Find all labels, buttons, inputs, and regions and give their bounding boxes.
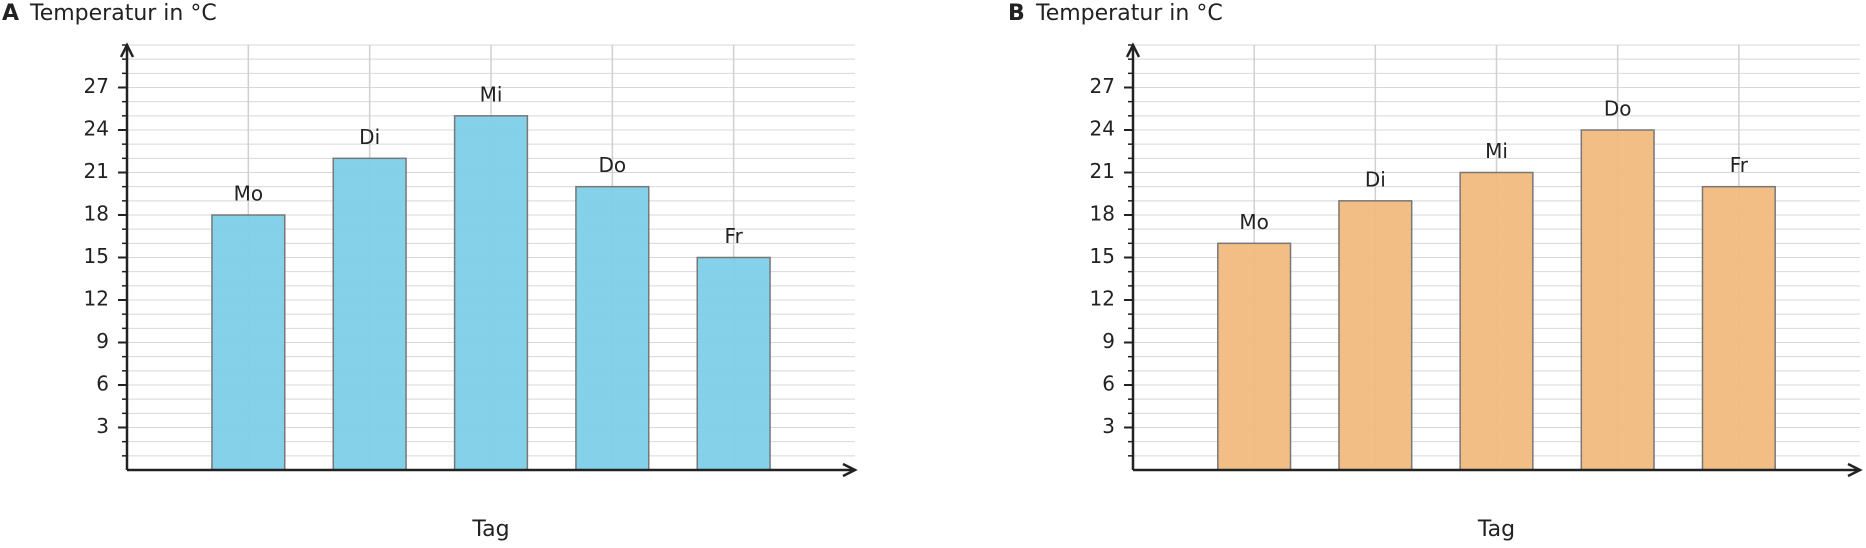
y-tick-label: 15 bbox=[84, 244, 109, 268]
y-tick-label: 6 bbox=[1102, 372, 1115, 396]
y-tick-label: 9 bbox=[96, 329, 109, 353]
y-tick-label: 21 bbox=[84, 159, 109, 183]
y-tick-label: 12 bbox=[84, 287, 109, 311]
bar bbox=[1580, 129, 1655, 471]
bar-label: Di bbox=[1365, 167, 1386, 191]
x-axis-arrow bbox=[1847, 462, 1863, 478]
x-axis-label: Tag bbox=[471, 517, 509, 542]
bar bbox=[575, 185, 650, 471]
y-tick-label: 3 bbox=[1102, 414, 1115, 438]
y-tick-label: 21 bbox=[1090, 159, 1115, 183]
bar-label: Mi bbox=[480, 82, 503, 106]
x-axis-label: Tag bbox=[1477, 517, 1515, 542]
y-axis-arrow bbox=[119, 42, 135, 58]
panel-label: B bbox=[1008, 1, 1025, 26]
bar-label: Do bbox=[599, 153, 627, 177]
bar bbox=[332, 157, 407, 471]
bar bbox=[1459, 171, 1534, 471]
bar-label: Mo bbox=[1239, 210, 1269, 234]
y-tick-label: 24 bbox=[84, 117, 109, 141]
y-tick-label: 6 bbox=[96, 372, 109, 396]
x-axis-arrow bbox=[842, 462, 858, 478]
y-tick-label: 18 bbox=[84, 202, 109, 226]
bar-label: Fr bbox=[1730, 153, 1749, 177]
y-tick-label: 24 bbox=[1090, 117, 1115, 141]
y-tick-label: 15 bbox=[1090, 244, 1115, 268]
y-tick-label: 18 bbox=[1090, 202, 1115, 226]
y-tick-label: 27 bbox=[1090, 74, 1115, 98]
y-tick-label: 12 bbox=[1090, 287, 1115, 311]
bar-label: Fr bbox=[725, 224, 744, 248]
bar-label: Mi bbox=[1485, 139, 1508, 163]
bar bbox=[211, 214, 286, 471]
chart-title: Temperatur in °C bbox=[29, 1, 217, 26]
bar-label: Di bbox=[359, 125, 380, 149]
y-axis-arrow bbox=[1125, 42, 1141, 58]
bar-label: Do bbox=[1604, 97, 1632, 121]
bar-label: Mo bbox=[234, 182, 264, 206]
y-tick-label: 9 bbox=[1102, 329, 1115, 353]
y-tick-label: 3 bbox=[96, 414, 109, 438]
panel-label: A bbox=[2, 1, 19, 26]
bar bbox=[696, 256, 771, 471]
bar bbox=[1701, 185, 1776, 471]
bar bbox=[453, 115, 529, 471]
bar bbox=[1338, 200, 1413, 471]
chart-title: Temperatur in °C bbox=[1035, 1, 1223, 26]
y-tick-label: 27 bbox=[84, 74, 109, 98]
bar bbox=[1217, 242, 1292, 471]
